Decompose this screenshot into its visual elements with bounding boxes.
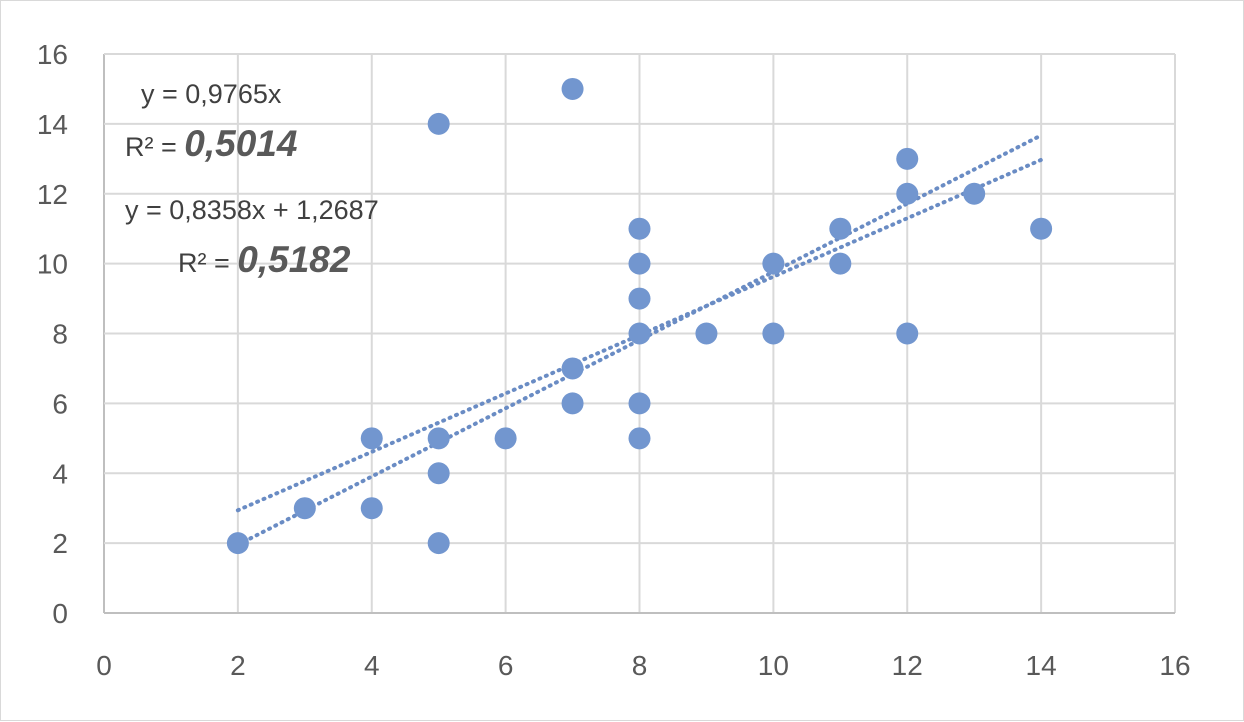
y-tick-label: 12 bbox=[37, 179, 68, 210]
x-tick-label: 12 bbox=[892, 650, 923, 681]
y-tick-label: 4 bbox=[52, 458, 68, 489]
y-tick-label: 8 bbox=[52, 319, 68, 350]
r-squared-2: R² = 0,5182 bbox=[178, 239, 351, 280]
scatter-point bbox=[628, 427, 651, 450]
r-squared-2-prefix: R² = bbox=[178, 248, 237, 278]
trendline-equation-2: y = 0,8358x + 1,2687 bbox=[125, 195, 379, 225]
y-tick-label: 6 bbox=[52, 388, 68, 419]
scatter-point bbox=[628, 287, 651, 310]
scatter-point bbox=[360, 427, 383, 450]
scatter-point bbox=[963, 182, 986, 205]
scatter-point bbox=[561, 357, 584, 380]
scatter-point bbox=[762, 252, 785, 275]
y-tick-label: 14 bbox=[37, 109, 68, 140]
x-tick-label: 10 bbox=[758, 650, 789, 681]
tick-labels: 0 2 4 6 8 10 12 14 16 0 2 4 6 8 10 12 14 16 bbox=[37, 39, 1191, 681]
scatter-point bbox=[561, 392, 584, 415]
scatter-point bbox=[829, 217, 852, 240]
x-tick-label: 2 bbox=[230, 650, 246, 681]
x-tick-label: 6 bbox=[498, 650, 514, 681]
scatter-point bbox=[360, 497, 383, 520]
scatter-point bbox=[427, 462, 450, 485]
y-tick-label: 10 bbox=[37, 249, 68, 280]
scatter-point bbox=[427, 532, 450, 555]
scatter-point bbox=[628, 392, 651, 415]
scatter-point bbox=[762, 322, 785, 345]
y-tick-label: 16 bbox=[37, 39, 68, 70]
scatter-point bbox=[1030, 217, 1053, 240]
r-squared-1-prefix: R² = bbox=[125, 132, 184, 162]
scatter-point bbox=[293, 497, 316, 520]
scatter-point bbox=[628, 322, 651, 345]
scatter-point bbox=[695, 322, 718, 345]
y-tick-label: 0 bbox=[52, 598, 68, 629]
scatter-point bbox=[226, 532, 249, 555]
scatter-point bbox=[628, 252, 651, 275]
trendline-2 bbox=[235, 157, 1044, 513]
r-squared-1: R² = 0,5014 bbox=[125, 123, 297, 164]
x-tick-label: 16 bbox=[1159, 650, 1190, 681]
trendline-equation-1: y = 0,9765x bbox=[141, 79, 282, 109]
scatter-point bbox=[427, 112, 450, 135]
scatter-point bbox=[427, 427, 450, 450]
scatter-point bbox=[561, 77, 584, 100]
x-tick-label: 4 bbox=[364, 650, 380, 681]
data-points bbox=[226, 77, 1053, 555]
scatter-point bbox=[829, 252, 852, 275]
r-squared-1-value: 0,5014 bbox=[184, 123, 297, 164]
y-tick-label: 2 bbox=[52, 528, 68, 559]
x-tick-label: 14 bbox=[1026, 650, 1057, 681]
scatter-point bbox=[628, 217, 651, 240]
scatter-point bbox=[494, 427, 517, 450]
x-tick-label: 8 bbox=[632, 650, 648, 681]
x-tick-label: 0 bbox=[96, 650, 112, 681]
scatter-point bbox=[896, 322, 919, 345]
scatter-point bbox=[896, 147, 919, 170]
scatter-point bbox=[896, 182, 919, 205]
r-squared-2-value: 0,5182 bbox=[237, 239, 351, 280]
